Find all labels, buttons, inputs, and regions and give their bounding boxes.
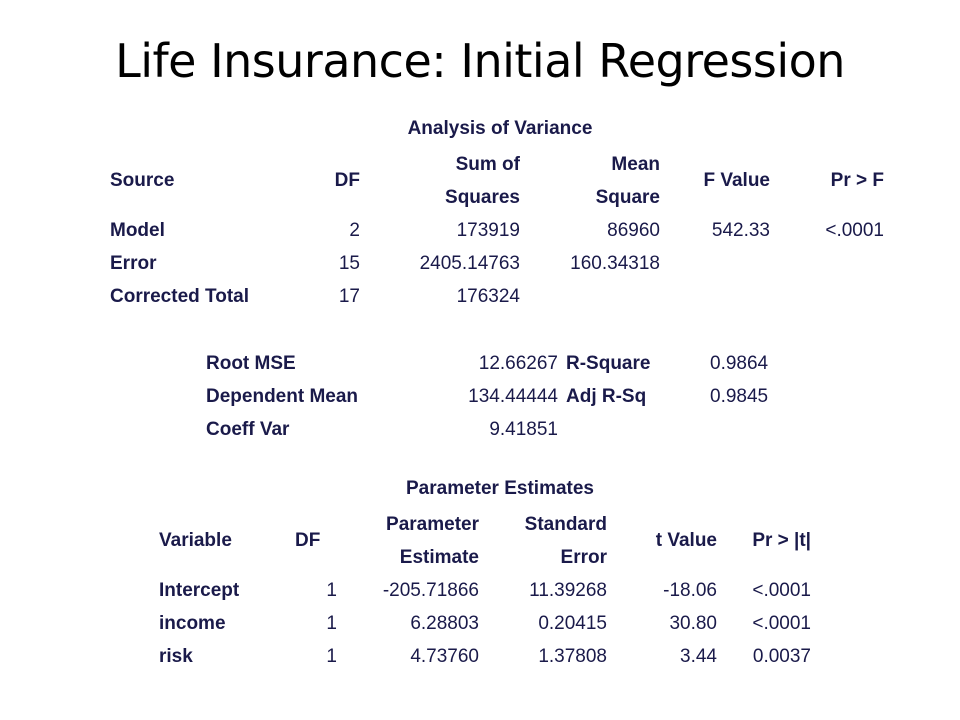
anova-ss-cell: 2405.14763 (419, 252, 520, 274)
table-row: Root MSE 12.66267 R-Square 0.9864 (202, 347, 804, 380)
fit-value-cell: 0.9864 (710, 352, 769, 374)
table-row: risk 1 4.73760 1.37808 3.44 0.0037 (155, 640, 815, 673)
fit-value-cell: 9.41851 (489, 418, 558, 440)
params-header-est-top: Parameter (386, 514, 479, 535)
anova-ms-cell: 160.34318 (570, 252, 660, 274)
fit-label-cell: Coeff Var (206, 418, 290, 440)
anova-header-ss-bottom: Squares (445, 187, 520, 208)
fit-label-cell: Dependent Mean (206, 385, 359, 407)
anova-df-cell: 17 (338, 285, 360, 307)
params-caption: Parameter Estimates (406, 478, 594, 499)
table-row: income 1 6.28803 0.20415 30.80 <.0001 (155, 607, 815, 640)
slide-title: Life Insurance: Initial Regression (115, 34, 845, 88)
fit-label-cell: R-Square (566, 352, 651, 374)
anova-header-df: DF (334, 170, 360, 191)
params-se-cell: 11.39268 (529, 579, 607, 601)
anova-p-cell (774, 247, 888, 280)
anova-ss-cell: 176324 (456, 285, 520, 307)
anova-f-cell (664, 247, 774, 280)
anova-df-cell: 2 (349, 219, 360, 241)
anova-table: Source DF Sum of Squares Mean Square F V… (106, 148, 888, 313)
anova-ms-cell (524, 280, 664, 313)
anova-caption: Analysis of Variance (407, 118, 593, 139)
params-est-cell: -205.71866 (382, 579, 479, 601)
anova-f-cell (664, 280, 774, 313)
anova-header-ss: Sum of Squares (364, 148, 524, 214)
params-header-est-bottom: Estimate (399, 547, 479, 568)
anova-ms-cell: 86960 (607, 219, 660, 241)
table-row: Intercept 1 -205.71866 11.39268 -18.06 <… (155, 574, 815, 607)
params-variable-cell: risk (159, 645, 193, 667)
fit-label-cell: Adj R-Sq (566, 385, 647, 407)
params-p-cell: <.0001 (752, 612, 811, 634)
fit-value-cell: 12.66267 (478, 352, 558, 374)
params-est-cell: 4.73760 (410, 645, 479, 667)
anova-header-ms-bottom: Square (595, 187, 660, 208)
table-row: Model 2 173919 86960 542.33 <.0001 (106, 214, 888, 247)
params-header-se-top: Standard (524, 514, 607, 535)
params-df-cell: 1 (326, 612, 337, 634)
params-variable-cell: income (159, 612, 226, 634)
params-t-cell: 3.44 (680, 645, 717, 667)
table-row: Dependent Mean 134.44444 Adj R-Sq 0.9845 (202, 380, 804, 413)
params-p-cell: 0.0037 (752, 645, 811, 667)
anova-ss-cell: 173919 (456, 219, 520, 241)
params-header-variable: Variable (159, 530, 232, 551)
params-se-cell: 1.37808 (538, 645, 607, 667)
table-row: Coeff Var 9.41851 (202, 413, 804, 446)
anova-header-f: F Value (703, 170, 770, 191)
params-header-t: t Value (655, 530, 717, 551)
params-p-cell: <.0001 (752, 579, 811, 601)
params-header-est: Parameter Estimate (341, 508, 483, 574)
params-est-cell: 6.28803 (410, 612, 479, 634)
anova-header-ss-top: Sum of (455, 154, 520, 175)
params-header-df: DF (295, 530, 321, 551)
params-header-row: Variable DF Parameter Estimate Standard … (155, 508, 815, 574)
anova-header-ms-top: Mean (611, 154, 660, 175)
params-table: Variable DF Parameter Estimate Standard … (155, 508, 815, 673)
fit-label-cell (562, 413, 706, 446)
params-t-cell: 30.80 (669, 612, 717, 634)
params-t-cell: -18.06 (663, 579, 717, 601)
anova-source-cell: Model (110, 219, 165, 241)
anova-header-source: Source (110, 170, 175, 191)
anova-f-cell: 542.33 (711, 219, 770, 241)
params-header-se: Standard Error (483, 508, 611, 574)
anova-source-cell: Error (110, 252, 157, 274)
anova-header-ms: Mean Square (524, 148, 664, 214)
fit-value-cell: 0.9845 (710, 385, 769, 407)
params-df-cell: 1 (326, 579, 337, 601)
table-row: Error 15 2405.14763 160.34318 (106, 247, 888, 280)
params-se-cell: 0.20415 (538, 612, 607, 634)
params-header-p: Pr > |t| (752, 530, 811, 551)
anova-header-p: Pr > F (830, 170, 884, 191)
fit-value-cell (706, 413, 804, 446)
anova-p-cell: <.0001 (825, 219, 884, 241)
table-row: Corrected Total 17 176324 (106, 280, 888, 313)
fit-value-cell: 134.44444 (468, 385, 558, 407)
anova-df-cell: 15 (338, 252, 360, 274)
params-df-cell: 1 (326, 645, 337, 667)
anova-header-row: Source DF Sum of Squares Mean Square F V… (106, 148, 888, 214)
fit-label-cell: Root MSE (206, 352, 296, 374)
anova-p-cell (774, 280, 888, 313)
anova-source-cell: Corrected Total (110, 285, 250, 307)
fit-stats-table: Root MSE 12.66267 R-Square 0.9864 Depend… (202, 347, 804, 446)
params-variable-cell: Intercept (159, 579, 240, 601)
params-header-se-bottom: Error (560, 547, 607, 568)
